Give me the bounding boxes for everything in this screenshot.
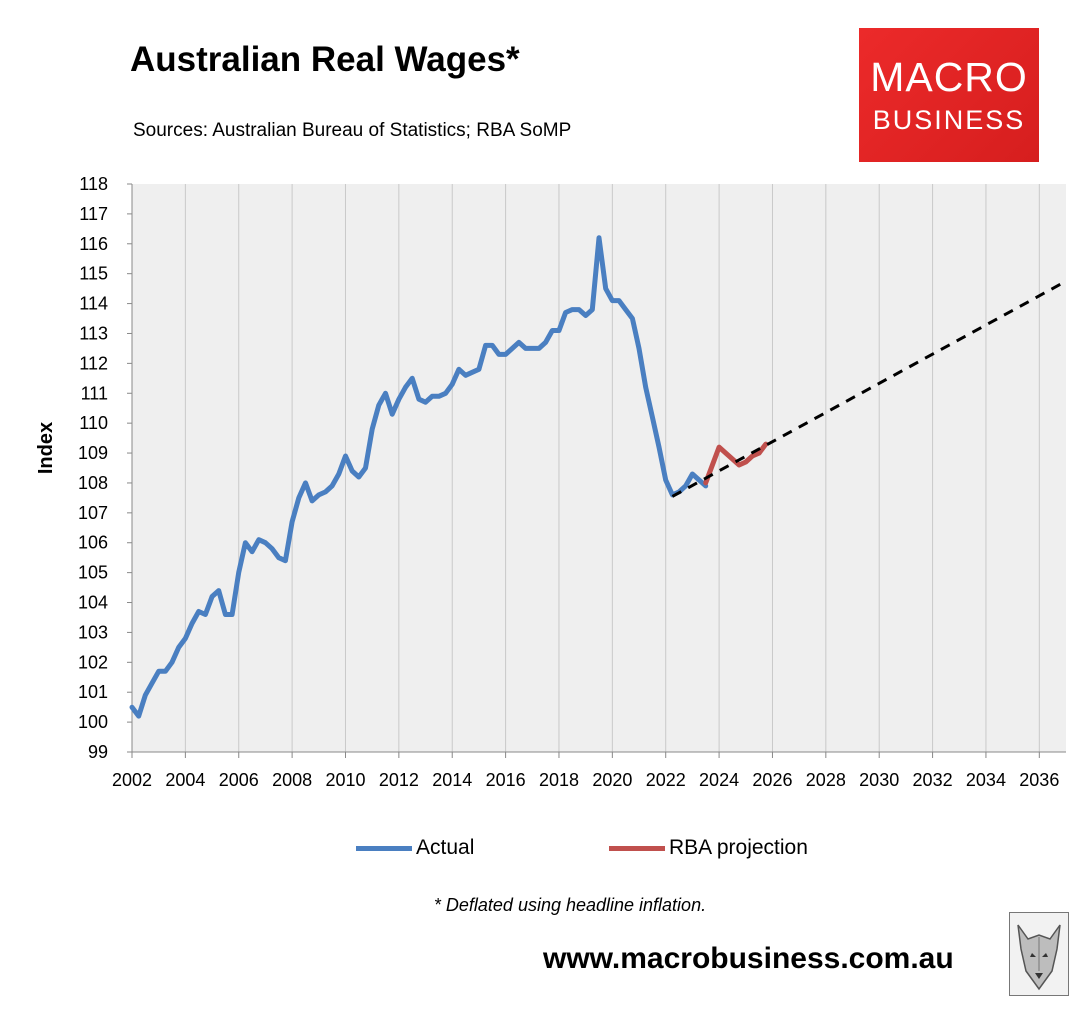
y-axis-label: Index <box>35 422 57 474</box>
x-tick-label: 2032 <box>913 770 953 790</box>
x-tick-label: 2006 <box>219 770 259 790</box>
y-tick-label: 110 <box>79 413 108 433</box>
legend-actual-swatch <box>356 845 412 851</box>
trend-line <box>671 279 1067 498</box>
y-tick-label: 105 <box>78 563 108 583</box>
y-tick-label: 107 <box>78 503 108 523</box>
plot-area <box>132 184 1066 752</box>
legend-projection-label: RBA projection <box>669 836 808 859</box>
y-tick-label: 111 <box>81 383 108 403</box>
legend-projection-swatch <box>609 845 665 851</box>
chart-subtitle: Sources: Australian Bureau of Statistics… <box>133 120 572 141</box>
chart-title: Australian Real Wages* <box>130 40 520 79</box>
y-tick-label: 106 <box>78 533 108 553</box>
legend-actual: Actual <box>356 836 474 860</box>
x-tick-label: 2012 <box>379 770 419 790</box>
x-tick-label: 2026 <box>752 770 792 790</box>
y-tick-label: 108 <box>78 473 108 493</box>
y-tick-label: 104 <box>78 593 108 613</box>
legend-projection: RBA projection <box>609 836 808 860</box>
macrobusiness-logo: MACRO BUSINESS <box>859 28 1039 162</box>
legend-actual-label: Actual <box>416 836 475 859</box>
y-tick-label: 117 <box>79 204 108 224</box>
series-actual-line <box>129 235 709 719</box>
x-tick-label: 2010 <box>325 770 365 790</box>
x-tick-label: 2028 <box>806 770 846 790</box>
y-tick-label: 103 <box>78 622 108 642</box>
x-tick-label: 2018 <box>539 770 579 790</box>
x-tick-label: 2008 <box>272 770 312 790</box>
x-tick-label: 2004 <box>165 770 205 790</box>
x-tick-label: 2002 <box>112 770 152 790</box>
footnote: * Deflated using headline inflation. <box>433 895 707 915</box>
y-tick-label: 114 <box>79 294 108 314</box>
website-url: www.macrobusiness.com.au <box>543 942 954 975</box>
logo-line2: BUSINESS <box>872 105 1026 135</box>
x-tick-label: 2036 <box>1019 770 1059 790</box>
y-tick-label: 101 <box>78 682 108 702</box>
y-tick-label: 113 <box>79 323 108 343</box>
x-tick-label: 2022 <box>646 770 686 790</box>
y-tick-label: 102 <box>78 652 108 672</box>
x-tick-label: 2024 <box>699 770 739 790</box>
y-tick-label: 109 <box>78 443 108 463</box>
y-tick-label: 118 <box>79 174 108 194</box>
x-tick-label: 2014 <box>432 770 472 790</box>
y-tick-label: 99 <box>88 742 108 762</box>
x-tick-label: 2034 <box>966 770 1006 790</box>
x-tick-label: 2030 <box>859 770 899 790</box>
wolf-logo <box>1009 912 1069 996</box>
x-tick-label: 2016 <box>486 770 526 790</box>
y-tick-label: 116 <box>79 234 108 254</box>
y-tick-label: 115 <box>79 264 108 284</box>
x-tick-label: 2020 <box>592 770 632 790</box>
line-chart: 99 100 101 102 103 104 105 106 107 108 109 110 111 11… <box>35 174 1067 790</box>
y-tick-label: 112 <box>79 353 108 373</box>
logo-line1: MACRO <box>870 54 1028 100</box>
y-tick-label: 100 <box>78 712 108 732</box>
